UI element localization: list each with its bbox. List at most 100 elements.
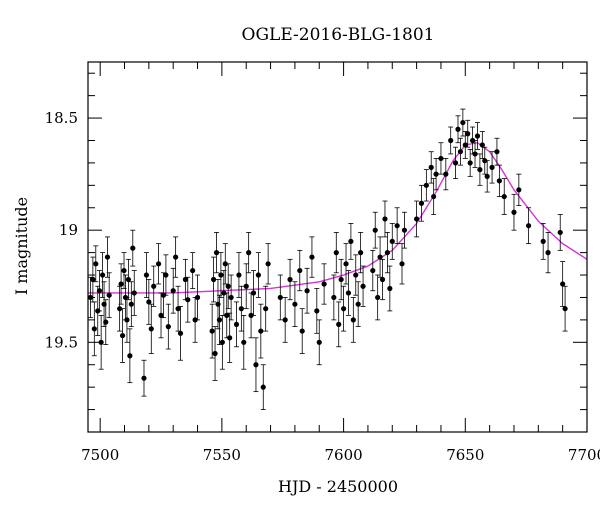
point-marker (246, 250, 252, 256)
data-point (387, 265, 393, 312)
data-point (91, 301, 97, 357)
x-axis-label: HJD - 2450000 (278, 477, 398, 496)
data-point (236, 252, 242, 298)
point-marker (190, 267, 196, 274)
data-point (477, 153, 483, 186)
point-marker (370, 267, 376, 274)
data-point (218, 252, 224, 298)
point-marker (170, 288, 176, 294)
data-point (401, 211, 408, 249)
point-marker (124, 317, 130, 323)
data-point (243, 263, 249, 310)
data-point (443, 158, 449, 191)
data-point (165, 303, 171, 350)
data-point (360, 265, 366, 307)
point-marker (477, 167, 483, 173)
point-marker (355, 301, 361, 307)
point-marker (467, 160, 473, 166)
point-marker (118, 281, 124, 287)
axes: 7500 7550 7600 7650 7700 18.5 19 19.5 (45, 61, 600, 464)
point-marker (141, 375, 147, 381)
plot-frame (87, 61, 588, 433)
point-marker (379, 276, 386, 283)
data-point (431, 178, 437, 215)
point-marker (297, 267, 303, 274)
data-point (474, 122, 481, 150)
data-point (90, 256, 96, 303)
data-point (282, 297, 288, 343)
point-marker (128, 301, 134, 307)
y-axis-label: I magnitude (12, 197, 31, 295)
data-point (209, 303, 215, 359)
point-marker (148, 326, 154, 332)
point-marker (338, 276, 344, 283)
point-marker (104, 254, 111, 260)
data-point (151, 265, 157, 307)
point-marker (345, 290, 352, 296)
point-marker (360, 283, 366, 289)
data-point (414, 200, 420, 238)
point-marker (377, 254, 383, 260)
data-point (467, 149, 473, 177)
point-marker (560, 281, 566, 287)
point-marker (212, 350, 218, 357)
data-point (238, 285, 244, 332)
data-point (516, 173, 522, 206)
point-marker (211, 276, 217, 283)
point-marker (348, 238, 354, 244)
point-marker (101, 301, 107, 307)
point-marker (258, 328, 264, 334)
point-marker (277, 294, 283, 301)
data-point (143, 252, 150, 298)
x-tick-label: 7700 (568, 446, 600, 464)
point-marker (557, 229, 563, 236)
point-marker (146, 299, 152, 305)
data-point (379, 258, 386, 301)
point-marker (321, 281, 327, 287)
data-point (96, 270, 103, 312)
point-marker (219, 339, 225, 345)
point-marker (384, 250, 390, 256)
point-marker (287, 276, 293, 283)
point-marker (545, 250, 551, 256)
point-marker (194, 294, 201, 301)
data-point (118, 263, 124, 305)
data-point (370, 249, 376, 292)
data-point (348, 223, 354, 260)
point-marker (228, 294, 234, 301)
point-marker (448, 137, 454, 144)
point-marker (479, 142, 485, 148)
data-point (460, 108, 466, 137)
point-marker (213, 250, 220, 256)
point-marker (452, 160, 459, 166)
point-marker (472, 151, 478, 157)
point-marker (260, 384, 266, 390)
data-point (501, 178, 507, 215)
data-point (219, 314, 225, 370)
point-marker (540, 238, 546, 244)
point-marker (91, 326, 97, 332)
data-point (353, 254, 359, 296)
data-point (265, 243, 271, 285)
point-marker (241, 339, 247, 345)
data-point (173, 236, 179, 278)
data-point (560, 261, 566, 307)
point-marker (221, 290, 227, 296)
data-point (170, 267, 176, 314)
point-marker (372, 227, 378, 233)
point-marker (418, 200, 425, 206)
data-point (428, 151, 434, 184)
point-marker (238, 306, 244, 312)
point-marker (331, 294, 337, 301)
point-marker (185, 297, 191, 303)
data-point (106, 272, 112, 319)
point-marker (401, 227, 408, 233)
point-marker (333, 250, 339, 256)
point-marker (438, 155, 444, 162)
data-point (103, 299, 109, 345)
data-point (384, 232, 390, 274)
data-point (194, 274, 201, 321)
data-point (185, 276, 191, 323)
data-point (148, 303, 154, 354)
data-point (494, 137, 500, 166)
